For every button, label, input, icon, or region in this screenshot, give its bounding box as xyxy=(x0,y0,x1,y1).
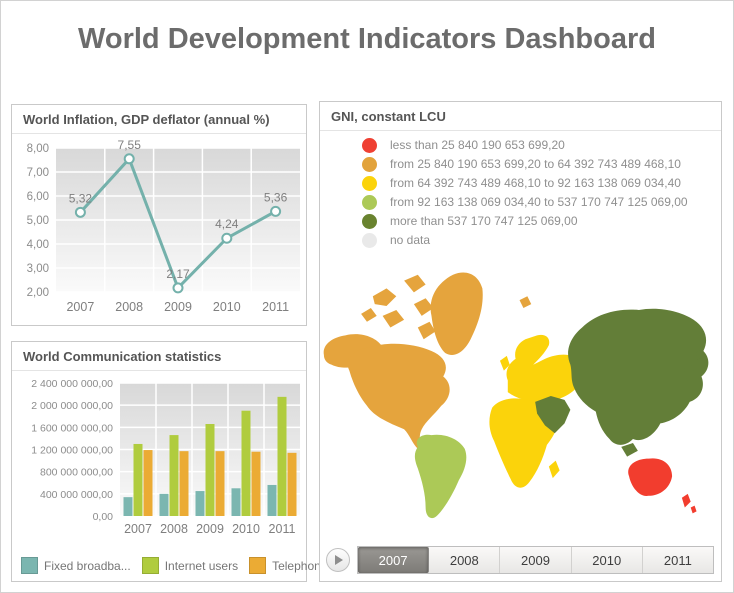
map-legend-swatch xyxy=(362,137,377,153)
svg-text:7,55: 7,55 xyxy=(118,138,142,152)
map-legend-label: from 64 392 743 489 468,10 to 92 163 138… xyxy=(390,176,681,190)
map-legend-item: less than 25 840 190 653 699,20 xyxy=(362,136,688,154)
map-legend-item: from 25 840 190 653 699,20 to 64 392 743… xyxy=(362,155,688,173)
map-panel-title: GNI, constant LCU xyxy=(320,102,721,131)
inflation-line-chart: 8,00 7,00 6,00 5,00 4,00 3,00 2,00 5,32 2007 7,55… xyxy=(27,138,300,314)
map-region-japan xyxy=(683,350,703,383)
communication-chart-area: 2 400 000 000,00 2 000 000 000,00 1 600 00… xyxy=(12,371,306,552)
timeline-year-2007[interactable]: 2007 xyxy=(358,547,430,573)
svg-text:2008: 2008 xyxy=(160,522,188,536)
map-legend-swatch xyxy=(362,213,377,229)
svg-text:4,24: 4,24 xyxy=(215,217,239,231)
timeline-year-2010[interactable]: 2010 xyxy=(571,547,643,573)
legend-item: Internet users xyxy=(141,557,239,574)
timeline-year-2008[interactable]: 2008 xyxy=(429,547,501,573)
svg-text:2009: 2009 xyxy=(196,522,224,536)
communication-legend: Fixed broadba... Internet users Telephone … xyxy=(21,557,357,574)
map-region-europe xyxy=(506,334,584,402)
svg-text:2010: 2010 xyxy=(213,300,241,314)
svg-text:2008: 2008 xyxy=(115,300,143,314)
map-legend-label: no data xyxy=(390,233,431,247)
map-region-madagascar xyxy=(548,460,560,479)
communication-bar-chart: 2 400 000 000,00 2 000 000 000,00 1 600 00… xyxy=(31,378,300,536)
legend-label: Fixed broadba... xyxy=(44,558,131,573)
legend-label: Internet users xyxy=(164,558,239,573)
map-region-united-kingdom xyxy=(499,355,510,371)
svg-text:8,00: 8,00 xyxy=(27,143,49,155)
map-legend-swatch xyxy=(362,156,377,172)
map-region-new-guinea xyxy=(621,442,638,457)
inflation-panel: World Inflation, GDP deflator (annual %)… xyxy=(11,104,307,326)
map-legend-swatch xyxy=(362,232,377,248)
map-region-australia xyxy=(628,458,673,496)
svg-text:2009: 2009 xyxy=(164,300,192,314)
map-legend-swatch xyxy=(362,175,377,191)
svg-text:1 200 000 000,00: 1 200 000 000,00 xyxy=(31,445,113,457)
timeline-year-2009[interactable]: 2009 xyxy=(500,547,572,573)
svg-text:4,00: 4,00 xyxy=(27,239,49,251)
map-panel: GNI, constant LCU less than 25 840 190 6… xyxy=(319,101,722,582)
map-region-iceland xyxy=(519,296,532,308)
svg-text:800 000 000,00: 800 000 000,00 xyxy=(40,467,113,479)
map-legend: less than 25 840 190 653 699,20 from 25 8… xyxy=(362,136,688,250)
map-region-asia xyxy=(568,308,709,445)
play-icon xyxy=(335,555,343,565)
svg-text:1 600 000 000,00: 1 600 000 000,00 xyxy=(31,422,113,434)
svg-text:2011: 2011 xyxy=(262,300,289,314)
map-region-north-america xyxy=(347,343,450,449)
play-button[interactable] xyxy=(326,548,350,572)
world-map xyxy=(323,272,709,519)
svg-text:5,00: 5,00 xyxy=(27,215,49,227)
timeline: 2007 2008 2009 2010 2011 xyxy=(326,546,714,574)
map-region-arctic-islands xyxy=(361,274,436,340)
communication-panel: World Communication statistics 2 400 000… xyxy=(11,341,346,582)
legend-swatch xyxy=(21,557,38,574)
map-region-greenland xyxy=(430,272,483,355)
map-legend-item: from 64 392 743 489 468,10 to 92 163 138… xyxy=(362,174,688,192)
svg-text:2007: 2007 xyxy=(66,300,94,314)
inflation-chart-area: 8,00 7,00 6,00 5,00 4,00 3,00 2,00 5,32 2007 7,55… xyxy=(12,134,306,329)
map-region-middle-east xyxy=(535,396,571,434)
inflation-panel-title: World Inflation, GDP deflator (annual %) xyxy=(12,105,306,134)
svg-text:5,32: 5,32 xyxy=(69,191,93,205)
timeline-years: 2007 2008 2009 2010 2011 xyxy=(357,546,714,574)
svg-text:5,36: 5,36 xyxy=(264,190,288,204)
svg-text:2 400 000 000,00: 2 400 000 000,00 xyxy=(31,378,113,390)
map-legend-label: from 25 840 190 653 699,20 to 64 392 743… xyxy=(390,157,681,171)
map-legend-label: more than 537 170 747 125 069,00 xyxy=(390,214,578,228)
legend-item: Fixed broadba... xyxy=(21,557,131,574)
svg-text:2007: 2007 xyxy=(124,522,152,536)
map-legend-item: no data xyxy=(362,231,688,249)
map-legend-swatch xyxy=(362,194,377,210)
svg-text:3,00: 3,00 xyxy=(27,263,49,275)
svg-text:2010: 2010 xyxy=(232,522,260,536)
legend-swatch xyxy=(141,557,159,574)
svg-text:400 000 000,00: 400 000 000,00 xyxy=(40,489,113,501)
svg-text:2 000 000 000,00: 2 000 000 000,00 xyxy=(31,400,113,412)
map-region-south-america xyxy=(414,434,467,519)
legend-swatch xyxy=(249,557,267,574)
communication-panel-title: World Communication statistics xyxy=(12,342,306,371)
map-legend-label: less than 25 840 190 653 699,20 xyxy=(390,138,565,152)
map-region-new-zealand xyxy=(681,493,697,514)
timeline-year-2011[interactable]: 2011 xyxy=(642,547,714,573)
svg-text:2,00: 2,00 xyxy=(27,287,49,299)
map-legend-label: from 92 163 138 069 034,40 to 537 170 74… xyxy=(390,195,688,209)
map-legend-item: from 92 163 138 069 034,40 to 537 170 74… xyxy=(362,193,688,211)
map-legend-item: more than 537 170 747 125 069,00 xyxy=(362,212,688,230)
svg-text:6,00: 6,00 xyxy=(27,191,49,203)
svg-text:2011: 2011 xyxy=(269,522,296,536)
svg-text:7,00: 7,00 xyxy=(27,167,49,179)
svg-text:2,17: 2,17 xyxy=(166,267,190,281)
map-region-africa xyxy=(489,398,558,488)
svg-text:0,00: 0,00 xyxy=(93,511,114,523)
page-title: World Development Indicators Dashboard xyxy=(78,23,656,55)
